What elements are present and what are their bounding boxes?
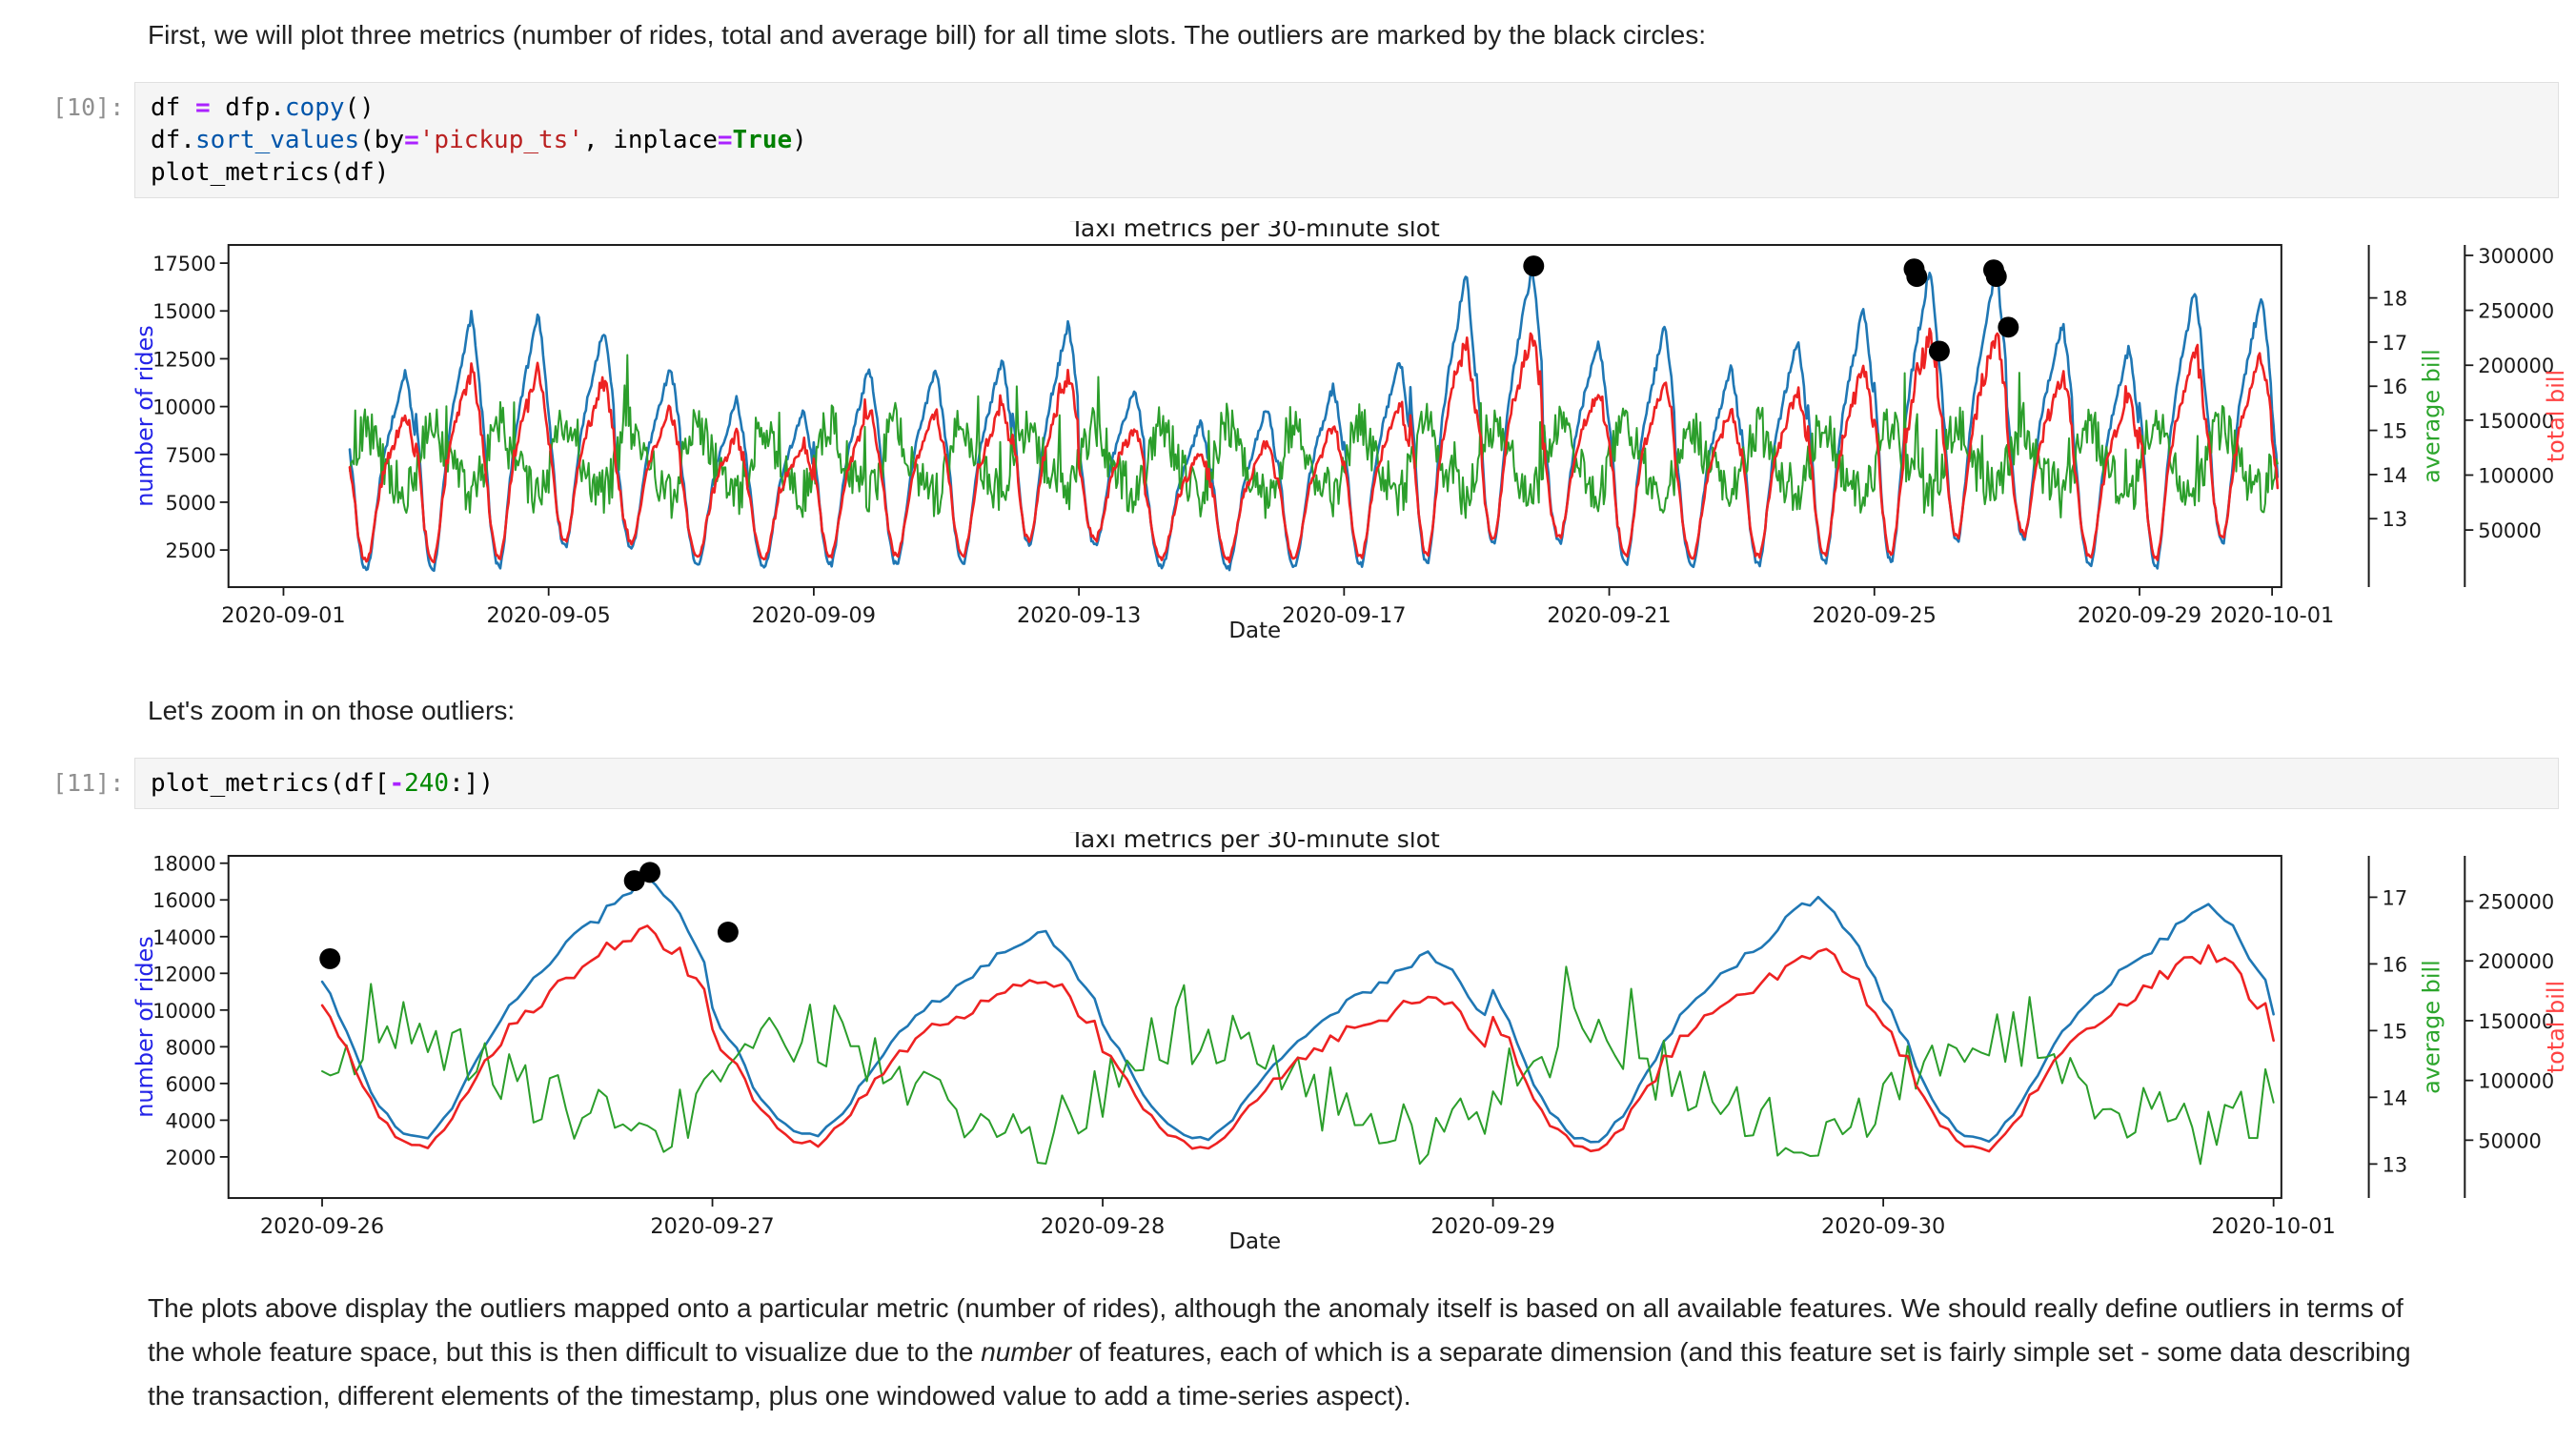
svg-text:2020-09-01: 2020-09-01: [221, 603, 345, 628]
svg-text:2020-09-09: 2020-09-09: [752, 603, 876, 628]
svg-text:number of rides: number of rides: [133, 325, 158, 506]
svg-text:Date: Date: [1228, 1229, 1281, 1250]
svg-text:2000: 2000: [165, 1147, 215, 1169]
zoom-text: Let's zoom in on those outliers:: [148, 696, 516, 725]
svg-text:17500: 17500: [152, 253, 216, 275]
svg-text:7500: 7500: [165, 444, 215, 467]
svg-text:2020-09-17: 2020-09-17: [1282, 603, 1406, 628]
code-editor[interactable]: df = dfp.copy() df.sort_values(by='picku…: [134, 82, 2559, 198]
svg-text:12500: 12500: [152, 348, 216, 371]
svg-text:total bill: total bill: [2543, 370, 2569, 462]
svg-text:200000: 200000: [2478, 950, 2554, 973]
svg-text:2020-09-27: 2020-09-27: [650, 1214, 774, 1239]
figure-taxi-metrics-all-time: Taxi metrics per 30-minute slot 2020-09-0…: [133, 221, 2576, 639]
svg-text:average bill: average bill: [2418, 349, 2444, 483]
svg-text:50000: 50000: [2478, 519, 2542, 542]
outro-text: The plots above display the outliers map…: [148, 1293, 2411, 1411]
svg-text:2020-09-26: 2020-09-26: [260, 1214, 384, 1239]
svg-text:average bill: average bill: [2418, 960, 2444, 1094]
svg-text:Taxi metrics per 30-minute slo: Taxi metrics per 30-minute slot: [1069, 832, 1440, 853]
svg-text:8000: 8000: [165, 1036, 215, 1059]
markdown-cell-zoom: Let's zoom in on those outliers:: [0, 689, 2576, 733]
svg-text:number of rides: number of rides: [133, 936, 158, 1117]
svg-text:2020-09-29: 2020-09-29: [1430, 1214, 1554, 1239]
svg-text:13: 13: [2383, 508, 2408, 531]
svg-text:5000: 5000: [165, 492, 215, 515]
svg-text:250000: 250000: [2478, 300, 2554, 323]
svg-text:14: 14: [2383, 1086, 2408, 1109]
svg-text:17: 17: [2383, 886, 2408, 909]
execution-prompt: [11]:: [52, 769, 125, 797]
taxi-metrics-chart-zoomed: Taxi metrics per 30-minute slot 2020-09-2…: [133, 832, 2569, 1250]
svg-text:2020-09-29: 2020-09-29: [2078, 603, 2201, 628]
svg-text:100000: 100000: [2478, 1070, 2554, 1093]
svg-text:250000: 250000: [2478, 891, 2554, 914]
intro-text: First, we will plot three metrics (numbe…: [148, 20, 1706, 50]
svg-text:2020-09-28: 2020-09-28: [1041, 1214, 1165, 1239]
svg-text:100000: 100000: [2478, 464, 2554, 487]
markdown-cell-intro: First, we will plot three metrics (numbe…: [0, 0, 2576, 57]
svg-text:2020-09-05: 2020-09-05: [487, 603, 611, 628]
taxi-metrics-chart-full: Taxi metrics per 30-minute slot 2020-09-0…: [133, 221, 2569, 639]
svg-text:4000: 4000: [165, 1109, 215, 1132]
svg-text:200000: 200000: [2478, 355, 2554, 377]
svg-text:Date: Date: [1228, 619, 1281, 639]
svg-text:15: 15: [2383, 1020, 2408, 1043]
svg-text:16: 16: [2383, 953, 2408, 976]
svg-text:14: 14: [2383, 464, 2408, 487]
code-cell-11: [11]: plot_metrics(df[-240:]): [52, 758, 2559, 809]
svg-text:2020-09-13: 2020-09-13: [1017, 603, 1141, 628]
svg-text:10000: 10000: [152, 396, 216, 419]
svg-text:2500: 2500: [165, 539, 215, 562]
svg-text:50000: 50000: [2478, 1129, 2542, 1152]
svg-text:15000: 15000: [152, 300, 216, 323]
svg-text:150000: 150000: [2478, 1010, 2554, 1033]
svg-text:18: 18: [2383, 288, 2408, 311]
svg-text:2020-09-30: 2020-09-30: [1821, 1214, 1945, 1239]
svg-text:16000: 16000: [152, 889, 216, 912]
svg-text:16: 16: [2383, 375, 2408, 398]
svg-text:13: 13: [2383, 1153, 2408, 1176]
svg-text:12000: 12000: [152, 963, 216, 985]
svg-text:2020-10-01: 2020-10-01: [2211, 1214, 2335, 1239]
code-editor[interactable]: plot_metrics(df[-240:]): [134, 758, 2559, 809]
svg-text:2020-09-25: 2020-09-25: [1813, 603, 1937, 628]
figure-taxi-metrics-zoomed: Taxi metrics per 30-minute slot 2020-09-2…: [133, 832, 2576, 1250]
svg-text:10000: 10000: [152, 1000, 216, 1023]
code-cell-10: [10]: df = dfp.copy() df.sort_values(by=…: [52, 82, 2559, 198]
svg-text:300000: 300000: [2478, 245, 2554, 268]
svg-text:2020-09-21: 2020-09-21: [1547, 603, 1671, 628]
svg-text:17: 17: [2383, 332, 2408, 355]
svg-text:150000: 150000: [2478, 410, 2554, 433]
markdown-cell-outro: The plots above display the outliers map…: [0, 1287, 2576, 1441]
svg-text:6000: 6000: [165, 1073, 215, 1096]
svg-text:15: 15: [2383, 420, 2408, 443]
svg-text:14000: 14000: [152, 926, 216, 949]
svg-text:total bill: total bill: [2543, 981, 2569, 1073]
execution-prompt: [10]:: [52, 93, 125, 121]
svg-text:2020-10-01: 2020-10-01: [2210, 603, 2334, 628]
svg-text:Taxi metrics per 30-minute slo: Taxi metrics per 30-minute slot: [1069, 221, 1440, 242]
svg-text:18000: 18000: [152, 853, 216, 876]
